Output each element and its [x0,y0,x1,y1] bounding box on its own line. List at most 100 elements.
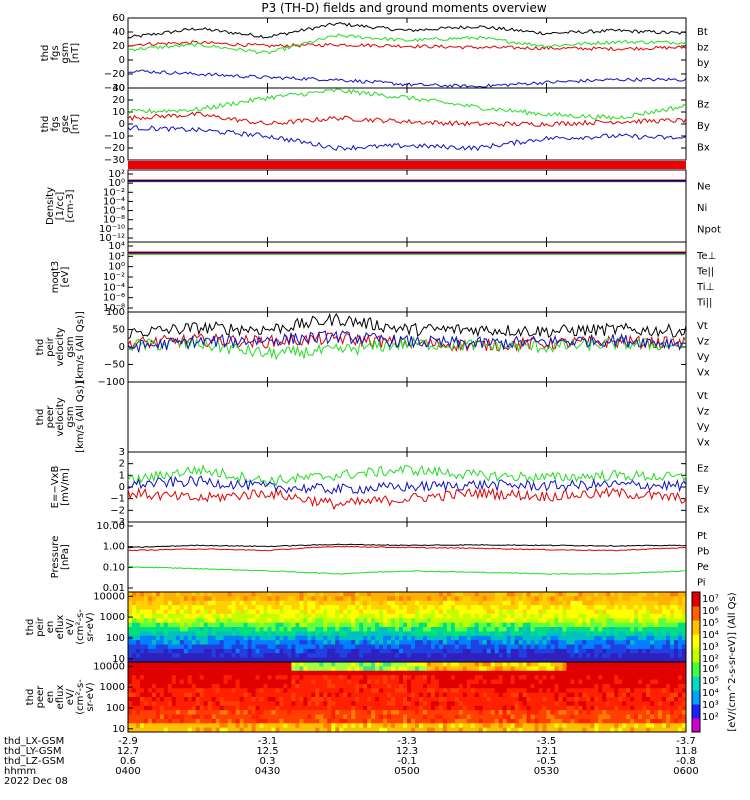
heatmap-cell [626,635,631,641]
heatmap-cell [267,644,272,650]
heatmap-cell [399,605,404,610]
heatmap-cell [434,670,440,676]
heatmap-cell [163,723,169,729]
heatmap-cell [622,697,627,702]
heatmap-cell [642,609,647,615]
heatmap-cell [570,714,575,720]
heatmap-cell [514,727,519,733]
heatmap-cell [506,609,512,615]
heatmap-cell [171,657,177,663]
heatmap-cell [195,631,201,637]
heatmap-cell [395,592,400,597]
heatmap-cell [638,714,643,720]
heatmap-cell [203,657,209,663]
heatmap-cell [546,609,551,615]
heatmap-cell [239,666,244,672]
heatmap-cell [379,596,384,602]
heatmap-cell [243,688,248,694]
heatmap-cell [506,723,512,729]
heatmap-cell [594,679,599,685]
heatmap-cell [486,640,492,645]
heatmap-cell [454,662,460,667]
heatmap-cell [418,592,424,597]
heatmap-cell [418,640,424,645]
heatmap-cell [430,596,436,602]
heatmap-cell [215,688,221,694]
y-tick-label: 1000 [100,682,125,693]
heatmap-cell [355,618,360,624]
heatmap-cell [151,723,157,729]
heatmap-cell [291,640,296,645]
heatmap-cell [195,666,201,672]
heatmap-cell [327,679,332,685]
heatmap-cell [367,710,372,715]
heatmap-cell [498,648,504,654]
heatmap-cell [498,613,504,619]
heatmap-cell [383,705,388,711]
heatmap-cell [143,613,149,619]
heatmap-cell [347,631,352,637]
heatmap-cell [486,679,492,685]
heatmap-cell [347,622,352,628]
heatmap-cell [590,710,595,715]
heatmap-cell [510,683,516,689]
heatmap-cell [630,627,635,632]
heatmap-cell [666,705,671,711]
heatmap-cell [678,592,683,597]
heatmap-cell [259,692,264,698]
heatmap-cell [263,653,268,659]
heatmap-cell [470,609,476,615]
heatmap-cell [387,705,392,711]
heatmap-cell [578,727,583,733]
heatmap-cell [510,627,516,632]
heatmap-cell [343,600,348,606]
heatmap-cell [498,644,504,650]
heatmap-cell [530,666,535,672]
heatmap-cell [634,710,639,715]
heatmap-cell [283,666,288,672]
heatmap-cell [570,657,575,663]
heatmap-cell [454,670,460,676]
heatmap-cell [167,683,173,689]
heatmap-cell [163,692,169,698]
heatmap-cell [227,627,233,632]
heatmap-cell [347,683,352,689]
heatmap-cell [442,662,448,667]
heatmap-cell [498,701,504,707]
heatmap-cell [586,705,591,711]
heatmap-cell [474,697,480,702]
heatmap-cell [622,718,627,724]
heatmap-cell [187,605,193,610]
heatmap-cell [219,683,225,689]
heatmap-cell [179,688,185,694]
heatmap-cell [327,714,332,720]
heatmap-cell [291,657,296,663]
heatmap-cell [634,609,639,615]
heatmap-cell [343,692,348,698]
heatmap-cell [538,657,543,663]
heatmap-cell [430,697,436,702]
heatmap-cell [582,688,587,694]
heatmap-cell [482,657,488,663]
heatmap-cell [598,596,603,602]
heatmap-cell [383,718,388,724]
heatmap-cell [442,631,448,637]
heatmap-cell [622,609,627,615]
heatmap-cell [546,723,551,729]
heatmap-cell [375,679,380,685]
heatmap-cell [279,613,284,619]
heatmap-cell [554,670,559,676]
heatmap-cell [414,648,420,654]
heatmap-cell [355,675,360,680]
heatmap-cell [678,609,683,615]
heatmap-cell [478,697,484,702]
heatmap-cell [550,631,555,637]
heatmap-cell [514,631,519,637]
heatmap-cell [255,596,260,602]
heatmap-cell [446,727,452,733]
heatmap-cell [682,697,687,702]
heatmap-cell [526,592,531,597]
heatmap-cell [163,705,169,711]
heatmap-cell [486,675,492,680]
heatmap-cell [359,683,364,689]
